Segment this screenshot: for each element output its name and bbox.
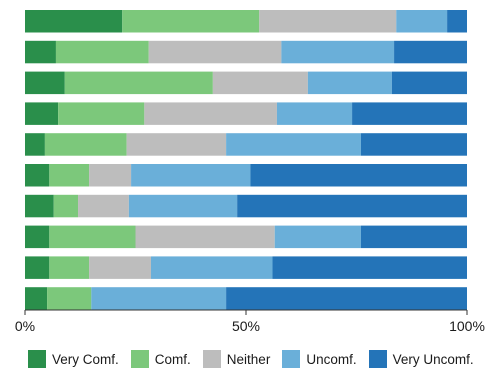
- x-tick-label: 100%: [449, 318, 485, 334]
- bar-row-9-very-uncomf: [272, 256, 467, 279]
- legend-swatch: [368, 350, 387, 368]
- bar-row-2-neither: [148, 40, 282, 64]
- bar-row-2-very-uncomf: [394, 40, 467, 64]
- bar-row-8-very-uncomf: [360, 225, 467, 249]
- bar-row-4-very-uncomf: [352, 102, 467, 125]
- bar-row-8-uncomf: [274, 225, 361, 249]
- bar-row-6-comf: [49, 164, 90, 187]
- bar-row-4-very-comf: [25, 102, 59, 125]
- legend-swatch: [202, 350, 221, 368]
- bar-row-6-uncomf: [131, 164, 251, 187]
- legend-item: Uncomf.: [282, 350, 357, 368]
- bar-row-5-uncomf: [226, 133, 361, 156]
- legend-item: Very Comf.: [28, 350, 119, 368]
- bar-row-10-very-uncomf: [226, 287, 467, 310]
- legend-swatch: [130, 350, 149, 368]
- bar-row-4-uncomf: [276, 102, 353, 125]
- bar-row-7-neither: [78, 194, 129, 218]
- bar-row-6-very-comf: [25, 164, 50, 187]
- bar-row-3-neither: [212, 71, 308, 95]
- bar-row-2-comf: [55, 40, 149, 64]
- bar-row-10-comf: [47, 287, 92, 310]
- legend-label: Uncomf.: [306, 351, 357, 367]
- bar-row-2-very-comf: [25, 40, 56, 64]
- bar-row-6-very-uncomf: [250, 164, 467, 187]
- bar-row-3-very-uncomf: [391, 71, 467, 95]
- x-axis: 0% 50% 100%: [15, 309, 485, 334]
- bar-row-4-neither: [144, 102, 277, 125]
- legend-swatch: [282, 350, 301, 368]
- bar-row-7-very-comf: [25, 194, 54, 218]
- legend-item: Neither: [202, 350, 271, 368]
- bars-layer: [25, 10, 467, 310]
- bar-row-2-uncomf: [281, 40, 395, 64]
- bar-row-8-very-comf: [25, 225, 50, 249]
- bar-row-1-neither: [259, 10, 397, 33]
- bar-row-9-neither: [89, 256, 151, 279]
- bar-row-9-uncomf: [150, 256, 273, 279]
- legend-label: Comf.: [154, 351, 191, 367]
- bar-row-3-very-comf: [25, 71, 65, 95]
- legend-label: Very Comf.: [52, 351, 119, 367]
- bar-row-3-uncomf: [307, 71, 392, 95]
- bar-row-9-very-comf: [25, 256, 50, 279]
- legend-swatch: [28, 350, 46, 368]
- legend: Very Comf. Comf. Neither Uncomf. Very Uncomf…: [28, 350, 474, 368]
- bar-row-7-comf: [53, 194, 79, 218]
- bar-row-10-very-comf: [25, 287, 48, 310]
- bar-row-1-very-comf: [25, 10, 123, 33]
- bar-row-3-comf: [64, 71, 213, 95]
- x-tick-label: 50%: [232, 318, 260, 334]
- bar-row-1-comf: [122, 10, 260, 33]
- legend-label: Very Uncomf.: [392, 351, 474, 367]
- bar-row-5-comf: [44, 133, 127, 156]
- bar-row-5-neither: [126, 133, 227, 156]
- bar-row-9-comf: [49, 256, 90, 279]
- x-tick-label: 0%: [15, 318, 35, 334]
- bar-row-7-very-uncomf: [237, 194, 467, 218]
- legend-label: Neither: [226, 351, 271, 367]
- bar-row-8-comf: [49, 225, 136, 249]
- bar-row-5-very-comf: [25, 133, 45, 156]
- bar-row-10-uncomf: [91, 287, 227, 310]
- legend-item: Comf.: [130, 350, 191, 368]
- bar-row-1-uncomf: [396, 10, 448, 33]
- bar-row-5-very-uncomf: [360, 133, 467, 156]
- bar-row-6-neither: [89, 164, 132, 187]
- bar-row-1-very-uncomf: [447, 10, 467, 33]
- bar-row-7-uncomf: [128, 194, 238, 218]
- legend-item: Very Uncomf.: [368, 350, 474, 368]
- bar-row-8-neither: [135, 225, 275, 249]
- bar-row-4-comf: [58, 102, 145, 125]
